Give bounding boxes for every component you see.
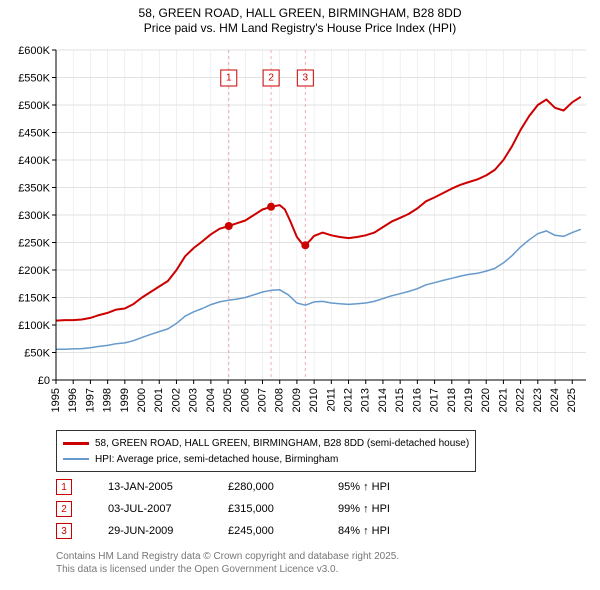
legend-label: HPI: Average price, semi-detached house,… [95,454,338,465]
series-hpi [56,229,581,349]
y-tick-label: £350K [18,183,50,195]
x-tick-label: 2003 [188,388,200,412]
x-tick-label: 2007 [256,388,268,412]
y-tick-label: £250K [18,238,50,250]
sales-row-price: £315,000 [228,503,338,515]
x-tick-label: 1997 [84,388,96,412]
x-tick-label: 2022 [515,388,527,412]
x-tick-label: 1998 [102,388,114,412]
x-tick-label: 2024 [549,388,561,412]
sale-point-1 [225,222,233,230]
attribution-line-1: Contains HM Land Registry data © Crown c… [56,550,399,563]
sales-row-badge: 3 [56,523,72,539]
x-tick-label: 2010 [308,388,320,412]
attribution-line-2: This data is licensed under the Open Gov… [56,563,399,576]
title-line-1: 58, GREEN ROAD, HALL GREEN, BIRMINGHAM, … [0,6,600,21]
y-tick-label: £400K [18,155,50,167]
y-tick-label: £450K [18,128,50,140]
x-tick-label: 2018 [446,388,458,412]
x-tick-label: 2001 [153,388,165,412]
sale-point-2 [267,203,275,211]
sales-row-hpi: 99% ↑ HPI [338,503,438,515]
sale-point-3 [301,241,309,249]
y-tick-label: £0 [38,375,50,387]
sales-row-hpi: 95% ↑ HPI [338,481,438,493]
y-tick-label: £50K [24,348,50,360]
chart-titles: 58, GREEN ROAD, HALL GREEN, BIRMINGHAM, … [0,0,600,36]
y-tick-label: £200K [18,265,50,277]
sales-row: 3 29-JUN-2009£245,00084% ↑ HPI [56,520,438,542]
x-tick-label: 2013 [360,388,372,412]
y-tick-label: £550K [18,73,50,85]
legend-label: 58, GREEN ROAD, HALL GREEN, BIRMINGHAM, … [95,438,469,449]
y-tick-label: £150K [18,293,50,305]
y-tick-label: £500K [18,100,50,112]
sale-badge-label-1: 1 [226,73,232,84]
sales-row-badge: 1 [56,479,72,495]
sales-row-badge: 2 [56,501,72,517]
sales-row-hpi: 84% ↑ HPI [338,525,438,537]
sales-row: 1 13-JAN-2005£280,00095% ↑ HPI [56,476,438,498]
x-tick-label: 2004 [205,388,217,412]
x-tick-label: 2020 [480,388,492,412]
sales-row-price: £245,000 [228,525,338,537]
x-tick-label: 2002 [170,388,182,412]
x-tick-label: 2021 [497,388,509,412]
series-property [56,97,581,321]
x-tick-label: 1995 [50,388,62,412]
x-tick-label: 2017 [429,388,441,412]
x-tick-label: 2006 [239,388,251,412]
sales-table: 1 13-JAN-2005£280,00095% ↑ HPI 2 03-JUL-200… [56,476,438,542]
chart-container: 1 2 3 £0 £50K £100K £150K £200K £250K £300K £350K £… [0,40,600,420]
x-tick-label: 2019 [463,388,475,412]
x-tick-label: 2008 [274,388,286,412]
attribution: Contains HM Land Registry data © Crown c… [56,550,399,576]
sales-row-date: 03-JUL-2007 [108,503,228,515]
sales-row: 2 03-JUL-2007£315,00099% ↑ HPI [56,498,438,520]
line-chart: 1 2 3 £0 £50K £100K £150K £200K £250K £300K £350K £… [0,40,600,420]
x-tick-label: 2009 [291,388,303,412]
y-tick-label: £100K [18,320,50,332]
legend-row: HPI: Average price, semi-detached house,… [63,451,469,467]
x-tick-label: 2015 [394,388,406,412]
legend: 58, GREEN ROAD, HALL GREEN, BIRMINGHAM, … [56,430,476,472]
sales-row-date: 13-JAN-2005 [108,481,228,493]
x-tick-label: 2023 [532,388,544,412]
y-tick-label: £300K [18,210,50,222]
x-tick-label: 2016 [411,388,423,412]
x-tick-label: 2000 [136,388,148,412]
x-tick-label: 2025 [566,388,578,412]
x-tick-label: 2005 [222,388,234,412]
sale-badge-label-2: 2 [268,73,274,84]
y-tick-label: £600K [18,45,50,57]
x-tick-label: 1996 [67,388,79,412]
sale-badge-label-3: 3 [303,73,309,84]
x-tick-label: 2014 [377,388,389,412]
sales-row-price: £280,000 [228,481,338,493]
x-tick-label: 2011 [325,388,337,412]
x-tick-label: 2012 [343,388,355,412]
legend-swatch [63,442,89,445]
legend-row: 58, GREEN ROAD, HALL GREEN, BIRMINGHAM, … [63,435,469,451]
sales-row-date: 29-JUN-2009 [108,525,228,537]
legend-swatch [63,458,89,460]
title-line-2: Price paid vs. HM Land Registry's House … [0,21,600,36]
x-tick-label: 1999 [119,388,131,412]
